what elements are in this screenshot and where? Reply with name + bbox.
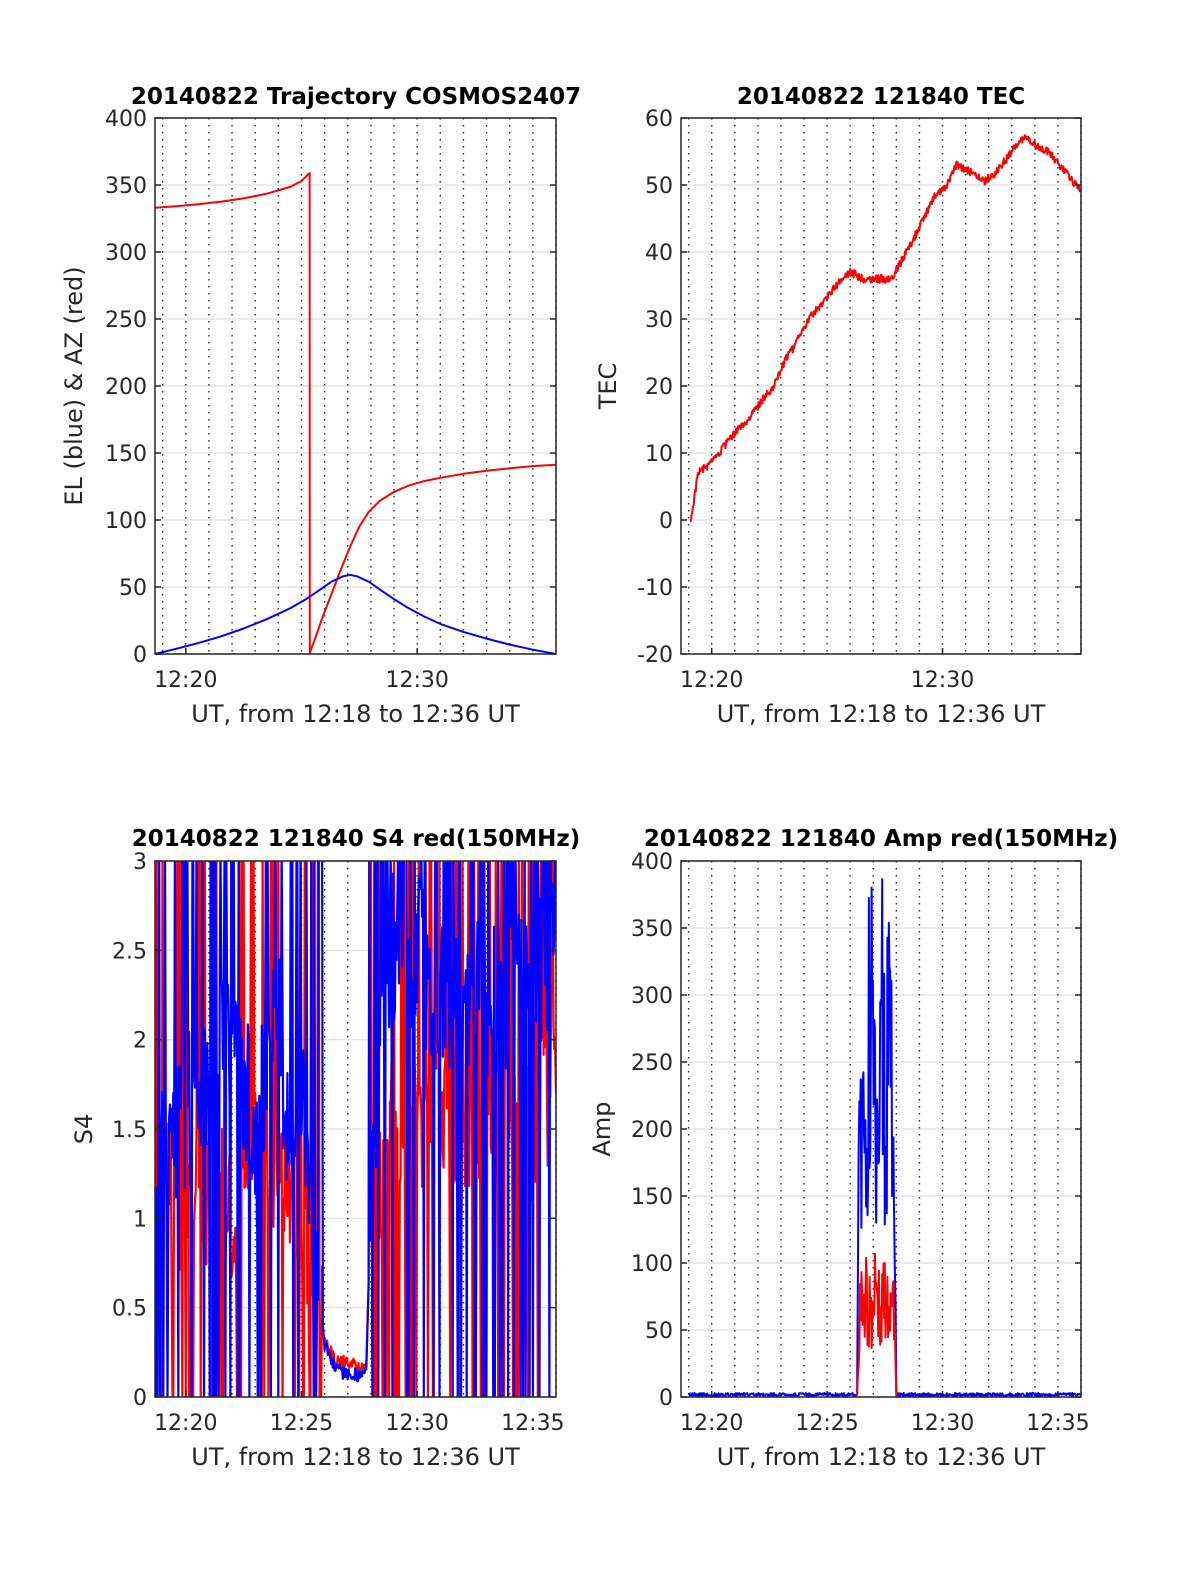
series-line-0	[689, 134, 1081, 522]
s4-panel: 0 0.5 1 1.5 2 2.5 3 12:20 12:25 12:30 12:35 2014082…	[70, 826, 580, 1471]
amp-panel: 0 50 100 150 200 250 300 350 400 12:20 12:25 12:30 1…	[588, 826, 1118, 1471]
y-tick-label: 100	[631, 1252, 673, 1277]
trajectory-panel: 0 50 100 150 200 250 300 350 400 12:20 12:30 201408…	[60, 84, 581, 728]
x-tick-label: 12:35	[501, 1411, 564, 1436]
y-axis-label: TEC	[594, 363, 622, 411]
x-tick-label: 12:20	[680, 668, 743, 693]
y-tick-label: 0.5	[112, 1297, 147, 1322]
x-tick-label: 12:20	[154, 1411, 217, 1436]
series-line-1	[155, 861, 556, 1397]
x-axis-label: UT, from 12:18 to 12:36 UT	[191, 1443, 520, 1471]
y-tick-label: 0	[659, 509, 673, 534]
plot-area	[689, 134, 1081, 522]
x-tick-label: 12:25	[795, 1411, 858, 1436]
plot-area	[687, 878, 1081, 1397]
x-tick-label: 12:20	[154, 668, 217, 693]
y-tick-label: 10	[645, 442, 673, 467]
y-tick-label: 0	[133, 1386, 147, 1411]
y-tick-label: 0	[659, 1386, 673, 1411]
y-axis-label: S4	[70, 1114, 98, 1145]
y-axis-label: EL (blue) & AZ (red)	[60, 266, 88, 505]
y-tick-label: 2	[133, 1029, 147, 1054]
y-tick-label: 150	[631, 1185, 673, 1210]
y-axis-label: Amp	[588, 1101, 616, 1156]
plot-area	[155, 861, 556, 1397]
x-tick-label: 12:30	[385, 1411, 448, 1436]
y-tick-label: 60	[645, 107, 673, 132]
y-tick-label: 30	[645, 308, 673, 333]
x-tick-label: 12:30	[385, 668, 448, 693]
series-line-1	[155, 573, 556, 654]
y-tick-label: 0	[133, 643, 147, 668]
y-tick-label: 1	[133, 1207, 147, 1232]
y-tick-label: 150	[105, 442, 147, 467]
chart-title: 20140822 121840 Amp red(150MHz)	[644, 826, 1118, 852]
y-tick-label: 50	[119, 576, 147, 601]
series-line-0	[155, 171, 556, 654]
x-axis-label: UT, from 12:18 to 12:36 UT	[717, 1443, 1046, 1471]
tec-panel: -20 -10 0 10 20 30 40 50 60 12:20 12:30 20140822 12…	[594, 84, 1082, 728]
y-tick-label: 2.5	[112, 939, 147, 964]
x-axis-label: UT, from 12:18 to 12:36 UT	[191, 700, 520, 728]
y-tick-label: 40	[645, 241, 673, 266]
y-tick-label: 200	[105, 375, 147, 400]
y-tick-label: 400	[105, 107, 147, 132]
chart-title: 20140822 121840 TEC	[737, 84, 1025, 110]
chart-title: 20140822 Trajectory COSMOS2407	[131, 84, 581, 110]
y-tick-label: 350	[105, 174, 147, 199]
x-tick-label: 12:30	[911, 1411, 974, 1436]
series-line-1	[856, 1252, 898, 1397]
y-tick-label: 250	[105, 308, 147, 333]
y-tick-label: 300	[631, 984, 673, 1009]
x-tick-label: 12:20	[680, 1411, 743, 1436]
x-axis-label: UT, from 12:18 to 12:36 UT	[717, 700, 1046, 728]
y-tick-label: -20	[637, 643, 673, 668]
y-tick-label: 20	[645, 375, 673, 400]
plot-area	[155, 171, 556, 654]
y-tick-label: 400	[631, 850, 673, 875]
y-tick-label: 1.5	[112, 1118, 147, 1143]
y-tick-label: 50	[645, 1319, 673, 1344]
y-tick-label: 100	[105, 509, 147, 534]
y-tick-label: 300	[105, 241, 147, 266]
y-tick-label: -10	[637, 576, 673, 601]
y-tick-label: 50	[645, 174, 673, 199]
x-tick-label: 12:30	[911, 668, 974, 693]
x-tick-label: 12:25	[270, 1411, 333, 1436]
y-tick-label: 200	[631, 1118, 673, 1143]
y-tick-label: 350	[631, 917, 673, 942]
y-tick-label: 3	[133, 850, 147, 875]
chart-title: 20140822 121840 S4 red(150MHz)	[132, 826, 581, 852]
series-line-0	[687, 878, 1081, 1397]
x-tick-label: 12:35	[1026, 1411, 1089, 1436]
y-tick-label: 250	[631, 1051, 673, 1076]
